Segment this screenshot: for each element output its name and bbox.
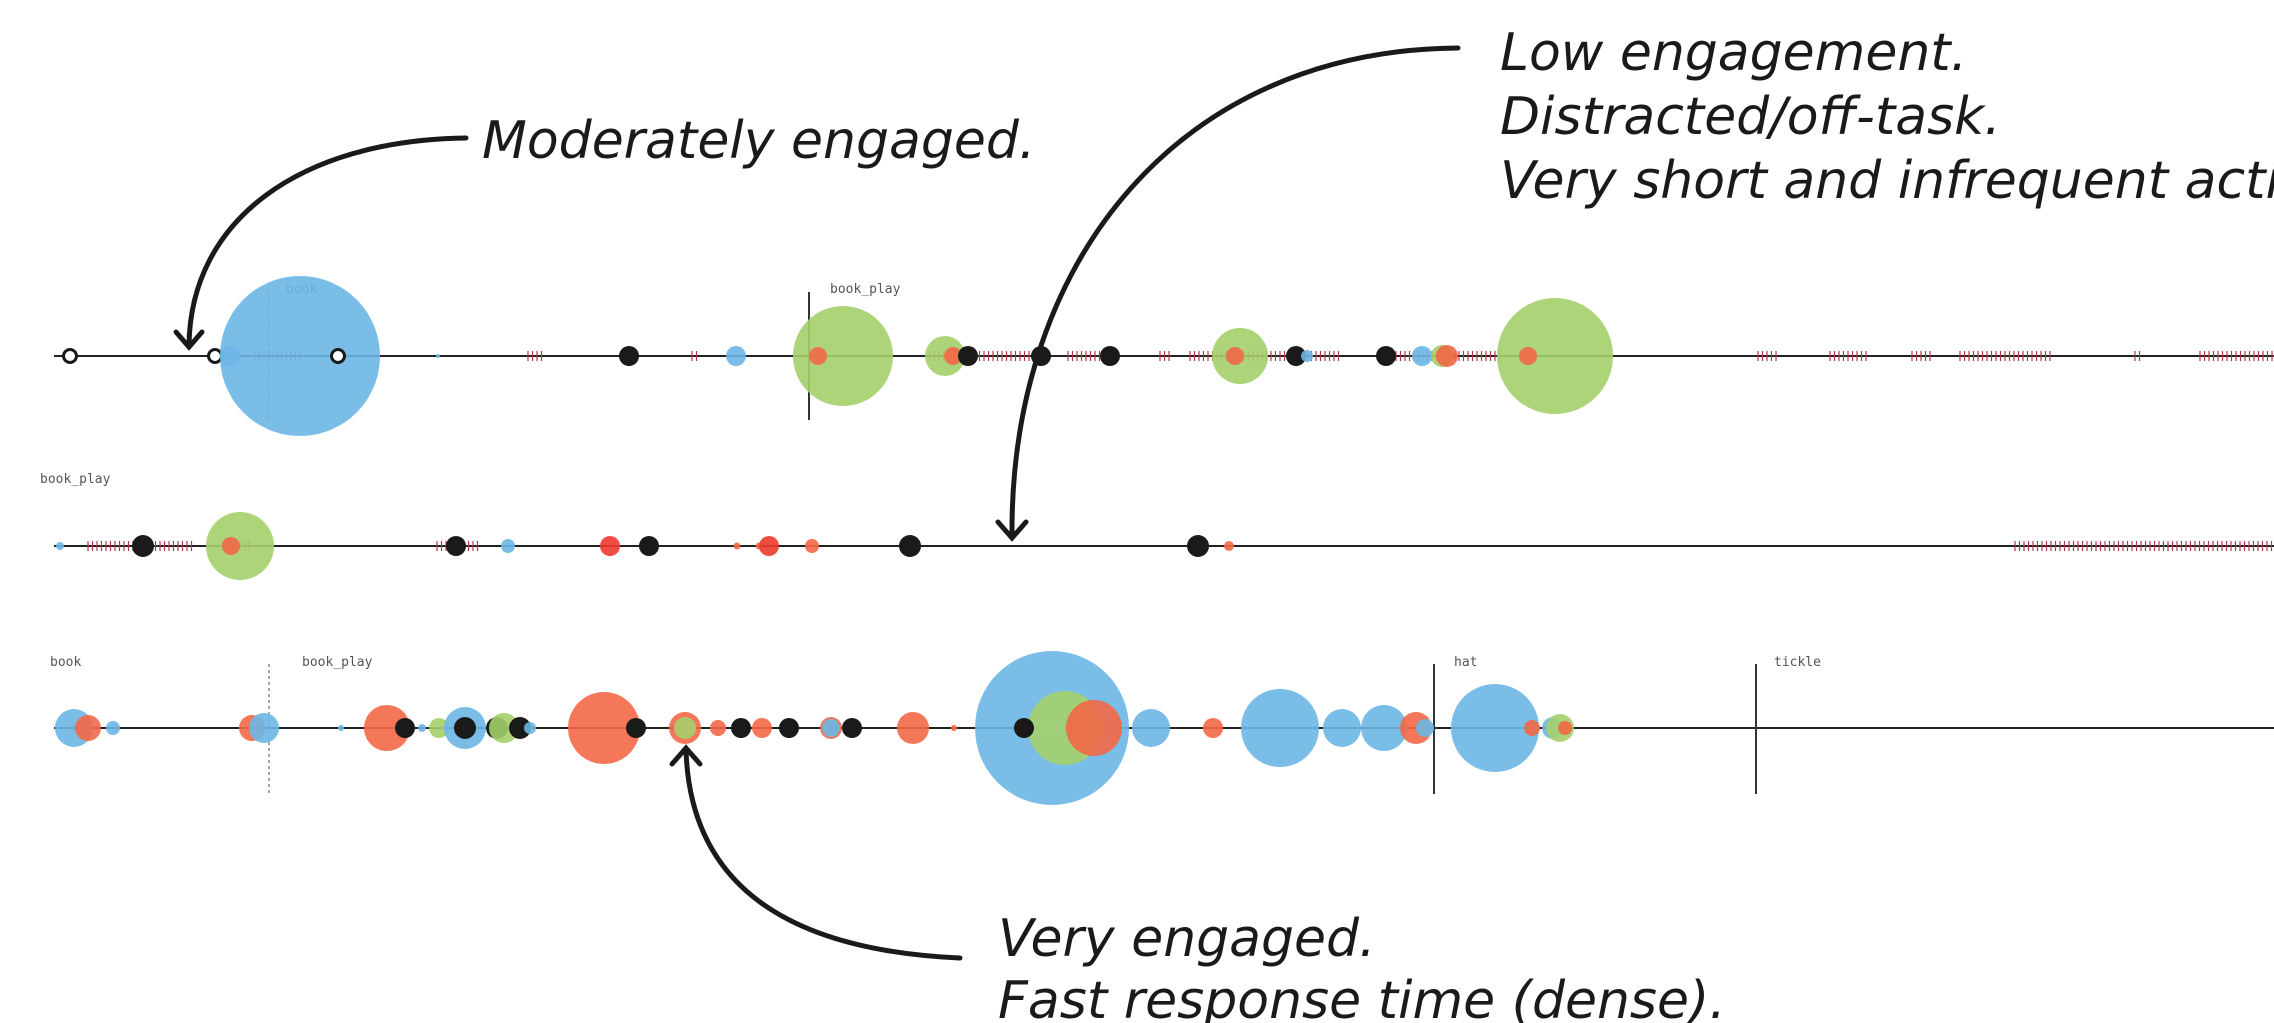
row-1-events [64, 276, 1614, 436]
annotation-low-engagement-line-1: Low engagement. [1500, 23, 1967, 83]
event-marker-blue [726, 346, 746, 366]
event-marker-blue [501, 539, 515, 553]
annotation-very-engaged-line-2: Fast response time (dense). [998, 971, 1726, 1023]
event-marker-green [674, 717, 696, 739]
event-marker-black [731, 718, 751, 738]
event-marker-blue [1416, 719, 1434, 737]
event-marker-hollow [332, 350, 345, 363]
event-marker-orange [951, 725, 957, 731]
event-marker-black [626, 718, 646, 738]
event-marker-orange [1558, 721, 1572, 735]
annotation-very-engaged-line-1: Very engaged. [998, 909, 1376, 969]
event-marker-black [1187, 535, 1209, 557]
event-marker-black [842, 718, 862, 738]
event-marker-blue [1241, 689, 1319, 767]
annotation-moderately-engaged: Moderately engaged. [482, 111, 1035, 171]
event-marker-orange [75, 715, 101, 741]
event-marker-blue [1132, 709, 1170, 747]
timeline-row-1: book book_play [54, 276, 2274, 436]
event-marker-orange [222, 537, 240, 555]
event-marker-black [395, 718, 415, 738]
arrows [176, 48, 1458, 958]
event-marker-orange [752, 718, 772, 738]
event-marker-blue [1301, 350, 1313, 362]
row-1-segment-label-book-play: book_play [830, 282, 901, 297]
event-marker-black [899, 535, 921, 557]
event-marker-hollow [209, 350, 222, 363]
event-marker-blue [106, 721, 120, 735]
event-marker-orange [1203, 718, 1223, 738]
event-marker-orange [1226, 347, 1244, 365]
event-marker-black [454, 717, 476, 739]
event-marker-black [639, 536, 659, 556]
row-3-segment-label-tickle: tickle [1774, 655, 1821, 670]
event-marker-orange [805, 539, 819, 553]
event-marker-black [446, 536, 466, 556]
event-marker-green [793, 306, 893, 406]
event-marker-black [132, 535, 154, 557]
event-marker-blue [418, 724, 426, 732]
event-marker-black [1376, 346, 1396, 366]
event-marker-orange [809, 347, 827, 365]
event-marker-black [1100, 346, 1120, 366]
event-marker-black [958, 346, 978, 366]
event-marker-orange [710, 720, 726, 736]
event-marker-blue [249, 713, 279, 743]
event-marker-orange [1224, 541, 1234, 551]
event-marker-red [600, 536, 620, 556]
timeline-row-3: book book_play hat tickle [50, 651, 2274, 805]
event-marker-black [779, 718, 799, 738]
event-marker-orange [897, 712, 929, 744]
row-3-segment-label-book-play: book_play [302, 655, 373, 670]
row-3-segment-label-hat: hat [1454, 655, 1477, 670]
event-marker-orange [1524, 720, 1540, 736]
annotation-low-engagement-line-3: Very short and infrequent actions. [1500, 151, 2274, 211]
timeline-row-2: book_play [40, 472, 2274, 580]
event-marker-black [1031, 346, 1051, 366]
event-marker-blue [56, 542, 64, 550]
event-marker-blue [1323, 709, 1361, 747]
event-marker-black [1014, 718, 1034, 738]
event-marker-blue [338, 725, 344, 731]
event-marker-green [1497, 298, 1613, 414]
row-2-segment-label-book-play: book_play [40, 472, 111, 487]
arrow-low-engagement [1012, 48, 1458, 536]
event-marker-hollow [64, 350, 77, 363]
arrow-very-engaged [686, 750, 960, 958]
annotation-low-engagement-line-2: Distracted/off-task. [1500, 87, 2001, 147]
event-marker-red [759, 536, 779, 556]
event-marker-orange [1436, 345, 1458, 367]
event-marker-orange [734, 543, 741, 550]
row-3-segment-label-book: book [50, 655, 81, 670]
event-marker-blue [1412, 346, 1432, 366]
event-marker-black [619, 346, 639, 366]
event-marker-orange [1066, 700, 1122, 756]
event-marker-blue [220, 276, 380, 436]
event-marker-blue [436, 354, 440, 358]
event-marker-orange [1519, 347, 1537, 365]
event-marker-blue [524, 722, 536, 734]
event-marker-blue [822, 719, 840, 737]
